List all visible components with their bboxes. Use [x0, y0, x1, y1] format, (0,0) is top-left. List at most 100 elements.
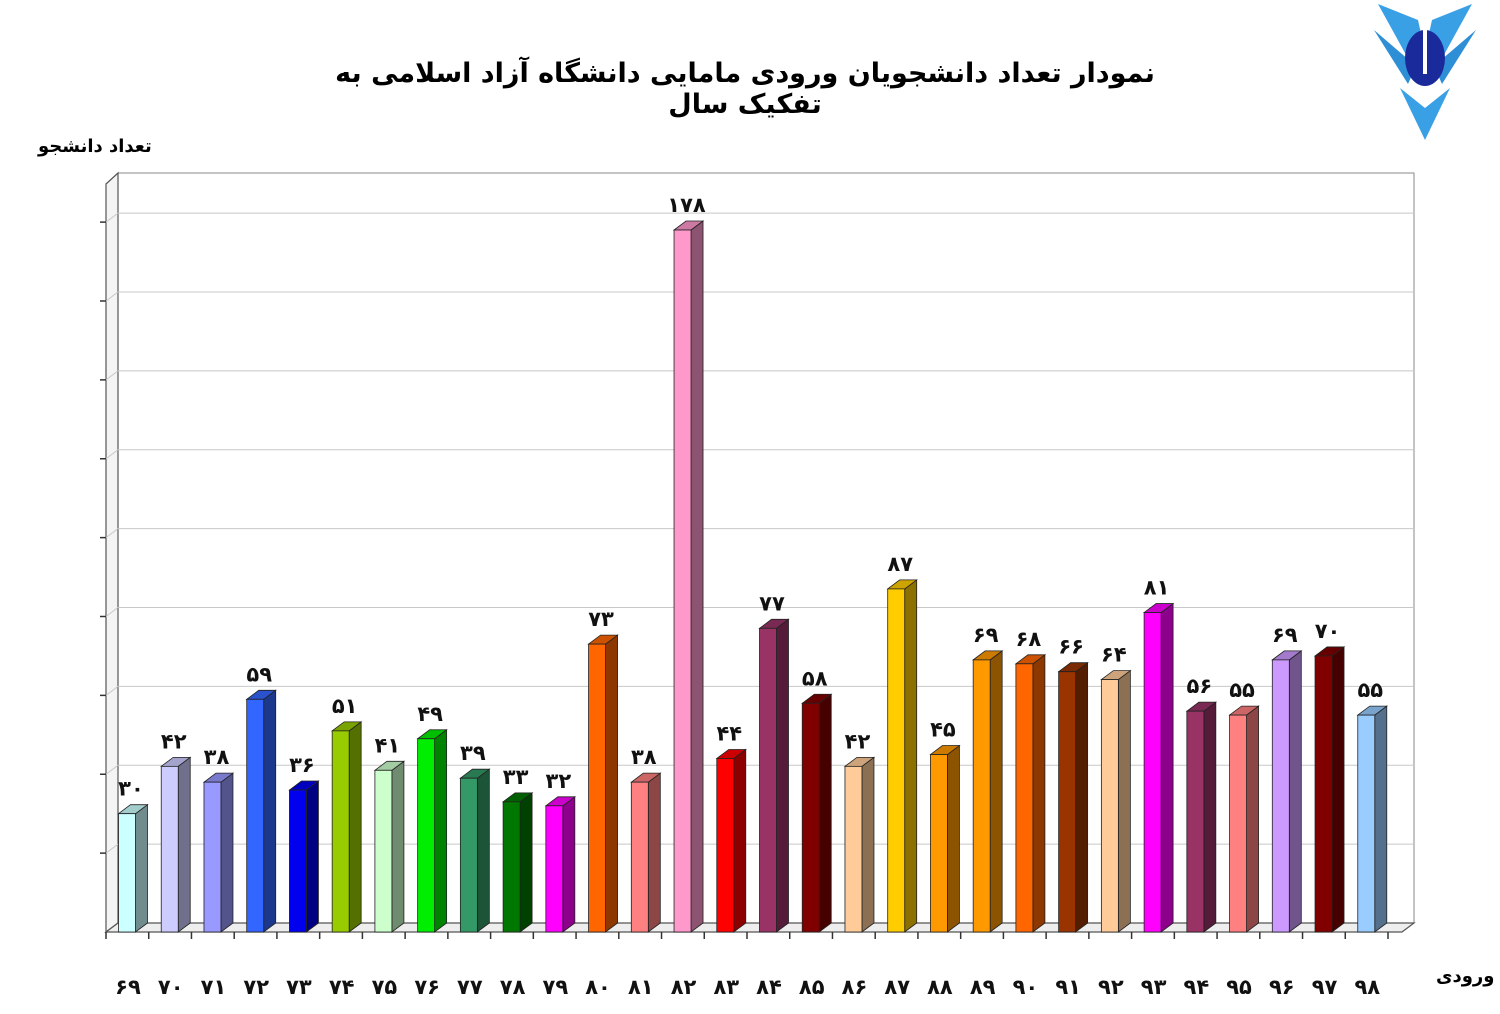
data-label: ۳۸ [204, 745, 230, 769]
x-tick-label: ۷۹ [543, 975, 569, 999]
x-tick-label: ۸۶ [842, 975, 868, 999]
x-tick-label: ۸۱ [628, 975, 654, 999]
data-label: ۴۹ [417, 702, 443, 726]
data-label: ۵۵ [1229, 678, 1255, 702]
gridline-side [105, 685, 119, 696]
bar-side-۷۹ [562, 795, 576, 933]
data-label: ۱۷۸ [667, 193, 706, 217]
bar-side-۹۳ [1160, 602, 1174, 933]
data-label: ۵۵ [1357, 678, 1383, 702]
bar-۷۹ [545, 805, 564, 933]
data-label: ۳۶ [289, 753, 315, 777]
x-tick-label: ۸۸ [927, 975, 953, 999]
x-tick-label: ۹۲ [1098, 975, 1124, 999]
gridline-side [105, 291, 119, 302]
bar-side-۷۱ [220, 772, 234, 933]
x-tick-label: ۷۵ [372, 975, 398, 999]
bar-side-۸۳ [733, 748, 747, 933]
bar-side-۹۴ [1203, 701, 1217, 933]
bar-side-۹۷ [1331, 646, 1345, 933]
x-tick-label: ۹۳ [1141, 975, 1167, 999]
university-logo-icon [1374, 4, 1476, 140]
bar-۸۲ [673, 229, 692, 933]
bar-۷۰ [160, 765, 179, 933]
plot-side-wall [105, 171, 119, 934]
bar-۸۶ [844, 765, 863, 933]
bar-۸۴ [759, 627, 777, 933]
data-label: ۷۷ [759, 591, 785, 615]
bar-side-۹۱ [1075, 661, 1089, 933]
bar-۹۴ [1186, 710, 1205, 933]
x-tick-label: ۷۲ [243, 975, 269, 999]
bar-۸۳ [716, 758, 735, 933]
bar-۷۶ [417, 738, 436, 933]
bar-side-۷۶ [434, 728, 448, 933]
bar-side-۸۸ [947, 744, 960, 933]
bar-۹۶ [1271, 659, 1290, 933]
data-label: ۳۸ [631, 745, 657, 769]
bar-۸۱ [630, 781, 649, 933]
data-label: ۳۲ [546, 769, 572, 793]
x-tick-label: ۹۸ [1354, 975, 1380, 999]
data-label: ۶۶ [1058, 635, 1084, 659]
gridline-side [105, 843, 119, 854]
bar-side-۷۴ [348, 721, 362, 933]
x-tick-label: ۹۱ [1055, 975, 1081, 999]
x-tick-label: ۸۰ [585, 975, 611, 999]
data-label: ۴۴ [716, 721, 742, 745]
gridline-side [105, 764, 119, 775]
bar-side-۷۷ [476, 768, 490, 933]
data-label: ۴۲ [845, 729, 871, 753]
x-tick-label: ۸۹ [970, 975, 996, 999]
data-label: ۴۲ [161, 729, 187, 753]
gridline-side [105, 212, 119, 223]
x-axis-label: ورودی [1436, 966, 1495, 987]
x-tick-label: ۷۳ [286, 975, 312, 999]
x-tick-label: ۹۴ [1184, 975, 1210, 999]
bar-۶۹ [118, 813, 136, 933]
x-tick-label: ۹۰ [1013, 975, 1039, 999]
data-label: ۳۳ [503, 765, 529, 789]
bar-side-۸۵ [818, 693, 832, 933]
bar-۸۸ [930, 754, 948, 933]
bar-۷۲ [246, 698, 265, 933]
bar-side-۷۸ [519, 792, 533, 933]
bar-side-۹۰ [1032, 654, 1046, 933]
data-label: ۳۰ [118, 777, 144, 801]
gridline-side [105, 449, 119, 460]
bar-side-۸۹ [989, 650, 1003, 933]
data-label: ۵۹ [246, 662, 272, 686]
bar-۸۰ [588, 643, 606, 933]
data-label: ۵۱ [332, 694, 358, 718]
bar-side-۷۲ [263, 689, 277, 933]
x-tick-label: ۹۶ [1269, 975, 1295, 999]
bar-side-۹۸ [1374, 705, 1388, 933]
bar-side-۷۰ [177, 756, 191, 933]
data-label: ۳۹ [460, 741, 486, 765]
x-tick-label: ۸۵ [799, 975, 825, 999]
bar-side-۹۵ [1246, 705, 1259, 933]
bar-side-۸۷ [904, 579, 918, 933]
bar-side-۸۶ [861, 756, 875, 933]
data-label: ۷۰ [1315, 619, 1341, 643]
bar-side-۸۱ [647, 772, 661, 933]
bar-۸۵ [801, 702, 820, 933]
chart-title: نمودار تعداد دانشجویان ورودی مامایی دانش… [335, 58, 1155, 120]
bar-۹۰ [1015, 663, 1034, 933]
x-tick-label: ۷۶ [414, 975, 440, 999]
x-tick-label: ۸۷ [884, 975, 910, 999]
bar-۸۹ [972, 659, 991, 933]
x-tick-label: ۷۱ [201, 975, 227, 999]
bar-۷۷ [459, 777, 478, 933]
bar-۹۱ [1058, 671, 1077, 933]
x-tick-label: ۷۷ [457, 975, 483, 999]
y-axis-label: تعداد دانشجو [38, 136, 152, 157]
data-label: ۶۹ [1272, 623, 1298, 647]
x-tick-label: ۸۴ [756, 975, 782, 999]
data-label: ۵۶ [1187, 674, 1213, 698]
bar-۹۸ [1357, 714, 1376, 933]
bar-side-۸۲ [690, 220, 704, 933]
bar-۷۴ [331, 730, 350, 933]
data-label: ۸۷ [887, 552, 913, 576]
